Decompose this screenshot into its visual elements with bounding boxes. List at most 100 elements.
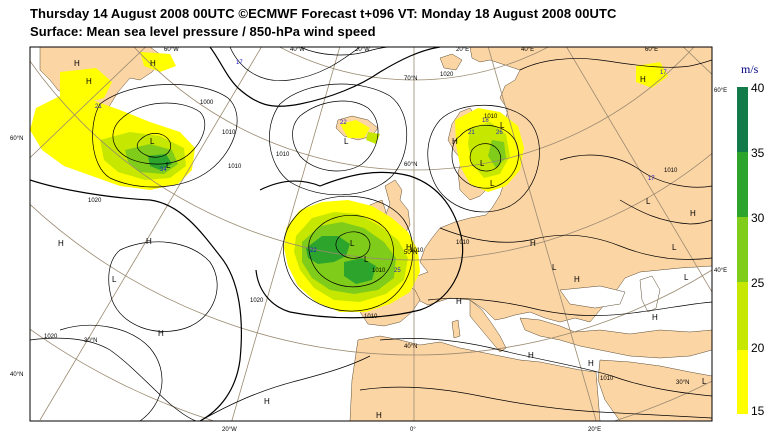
isobar-label: 1020 (44, 334, 58, 340)
meridian-label: 0° (410, 427, 416, 433)
meridian-label: 20°W (355, 47, 370, 53)
wind-maximum-label: 21 (95, 104, 102, 110)
colorbar-label: 40 (751, 81, 765, 95)
high-pressure-marker: H (690, 209, 696, 218)
colorbar-label: 30 (751, 211, 765, 225)
isobar-label: 1010 (664, 168, 678, 174)
colorbar (737, 87, 748, 414)
parallel-labels: 70°N 60°N 50°N 40°N 30°N 30°N (84, 76, 689, 386)
black-sea (559, 285, 626, 309)
meridian-40e (566, 47, 712, 293)
isobar-label: 1010 (364, 314, 378, 320)
wind-maximum-label: 21 (468, 130, 475, 136)
isobars (30, 47, 712, 421)
isobar-1010-east (255, 171, 464, 319)
high-pressure-marker: H (146, 237, 152, 246)
high-pressure-marker: H (456, 297, 462, 306)
wind-area-barents-yellow (636, 62, 668, 88)
parallel-edge-label: 60°E (714, 88, 727, 94)
isobar-label: 1010 (600, 376, 614, 382)
low-pressure-marker: L (112, 275, 117, 284)
isobar-north-1 (229, 47, 361, 82)
wind-area-baffin-yellow (140, 52, 176, 72)
colorbar-band-30-35 (737, 152, 748, 217)
high-pressure-marker: H (158, 329, 164, 338)
isobar-label: 1010 (456, 240, 470, 246)
isobar-russia (559, 154, 712, 188)
low-pressure-marker: L (166, 161, 171, 170)
wind-maximum-label: 25 (394, 268, 401, 274)
sardinia-corsica (451, 319, 461, 339)
colorbar-band-35-40 (737, 87, 748, 152)
high-pressure-marker: H (640, 75, 646, 84)
low-pressure-marker: L (350, 239, 355, 248)
high-pressure-marker: H (452, 137, 458, 146)
balkans-turkey (519, 317, 712, 359)
isobar-label: 1010 (410, 248, 424, 254)
parallel-edge-label: 40°N (10, 372, 23, 378)
wind-maximum-label: 22 (310, 248, 317, 254)
meridian-labels: 60°W 40°W 20°W 20°E 40°E 60°E 20°W 0° 20… (10, 47, 727, 433)
isobar-greenland-low-inner (136, 133, 172, 158)
wind-maximum-label: 18 (482, 118, 489, 124)
isobar-subtropical (199, 355, 371, 421)
low-pressure-marker: L (490, 179, 495, 188)
wind-area-greenland-dkgreen (148, 154, 172, 170)
high-pressure-marker: H (528, 351, 534, 360)
high-pressure-marker: H (150, 59, 156, 68)
isobar-europe-1 (439, 227, 712, 260)
wind-area-biscay-dkgreen (344, 258, 376, 284)
isobar-azores-2 (59, 325, 163, 421)
wind-maximum-label: 17 (236, 60, 243, 66)
isobar-scandinavia-low-2 (451, 124, 519, 189)
low-pressure-marker: L (500, 121, 505, 130)
high-pressure-marker: H (530, 239, 536, 248)
low-pressure-marker: L (672, 243, 677, 252)
wind-area-iberia-dkgreen (306, 236, 350, 264)
high-pressure-marker: H (74, 59, 80, 68)
meridian-60e (682, 47, 712, 75)
wind-area-north-yellow (60, 68, 112, 104)
isobar-1020-northwest (209, 47, 441, 107)
middle-east (597, 359, 712, 421)
caspian-sea (639, 275, 661, 313)
parallel-label: 60°N (404, 162, 417, 168)
colorbar-band-20-25 (737, 282, 748, 350)
isobar-label: 1010 (222, 130, 236, 136)
high-pressure-marker: H (264, 397, 270, 406)
isobar-azores-1 (108, 241, 218, 332)
isobar-iberia-low-1 (335, 231, 371, 259)
isobar-atlantic-low-1 (292, 100, 379, 172)
high-pressure-marker: H (652, 313, 658, 322)
meridian-label: 20°E (456, 47, 469, 53)
meridian-label: 20°E (588, 427, 601, 433)
low-pressure-centres: L L L L L L L L L L L L L L (112, 121, 707, 386)
isobar-label: 1010 (372, 268, 386, 274)
colorbar-label: 20 (751, 341, 765, 355)
isobar-scandinavia-1010 (427, 104, 540, 213)
meridian-40w (39, 47, 262, 421)
wind-maxima-labels: 21 34 22 22 17 17 18 25 26 17 21 (95, 60, 667, 274)
high-pressure-marker: H (574, 275, 580, 284)
isobar-arctic (519, 58, 712, 71)
high-pressure-marker: H (588, 359, 594, 368)
meridian-label: 40°W (290, 47, 305, 53)
italy (469, 299, 507, 353)
low-pressure-marker: L (480, 159, 485, 168)
isobar-labels: 1020 1020 1000 1010 1010 1020 1010 1010 … (44, 72, 678, 382)
meridian-label: 20°W (222, 427, 237, 433)
meridian-20w (231, 47, 341, 421)
north-africa (349, 335, 601, 421)
isobar-label: 1010 (484, 114, 498, 120)
isobar-label: 1020 (88, 198, 102, 204)
high-pressure-marker: H (376, 411, 382, 420)
high-pressure-centres: H H H H H H H H H H H H H H H H H H (58, 59, 696, 420)
meridian-60w (30, 47, 147, 159)
parallel-label: 30°N (84, 338, 97, 344)
colorbar-label: 35 (751, 146, 765, 160)
wind-maximum-label: 26 (496, 130, 503, 136)
wind-maximum-label: 17 (660, 70, 667, 76)
meridian-20e (487, 47, 597, 421)
isobar-scandinavia-low-1 (469, 143, 502, 172)
